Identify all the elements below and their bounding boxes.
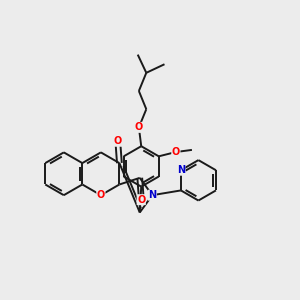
Text: O: O	[172, 147, 180, 157]
Text: O: O	[97, 190, 105, 200]
Text: N: N	[148, 190, 156, 200]
Text: O: O	[137, 195, 146, 205]
Text: O: O	[114, 136, 122, 146]
Text: N: N	[177, 165, 185, 175]
Text: O: O	[135, 122, 143, 132]
